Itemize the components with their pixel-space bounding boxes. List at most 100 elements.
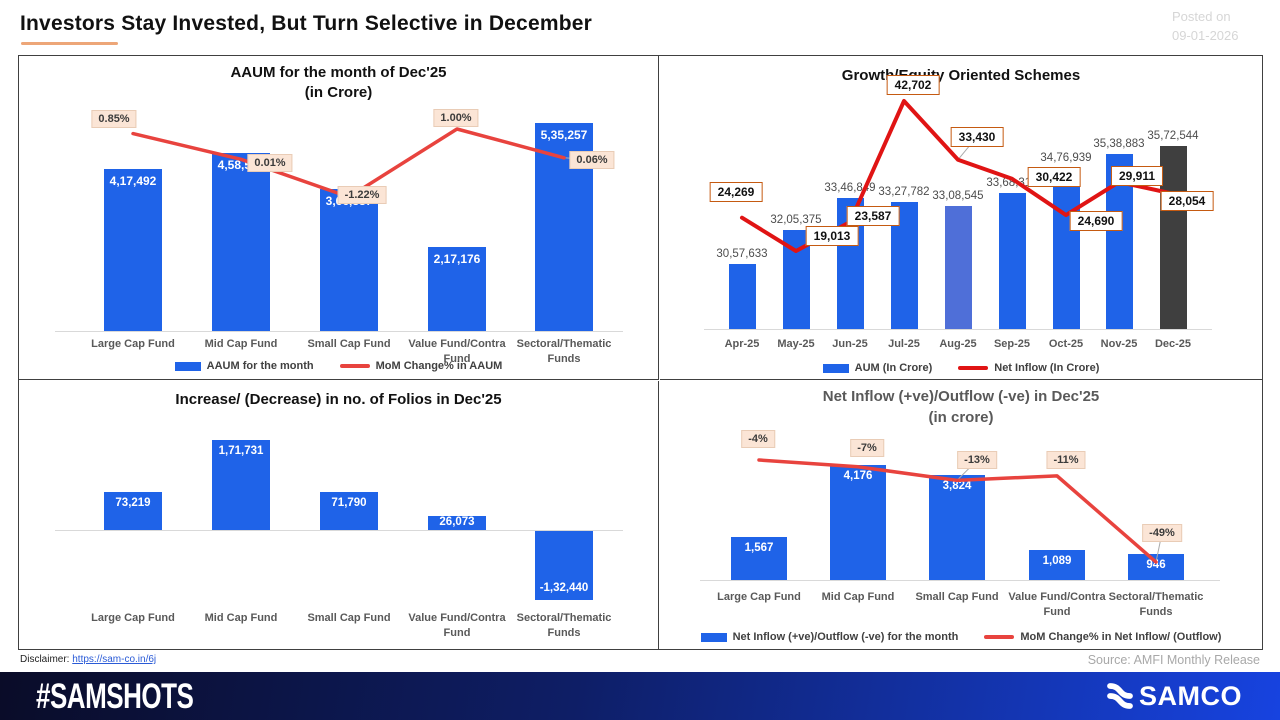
- bar-legend-swatch: [700, 632, 727, 642]
- line-value-label: -13%: [957, 451, 997, 470]
- bar-value-label: 26,073: [439, 516, 475, 529]
- bar-value-label: 35,38,883: [1093, 137, 1145, 150]
- bar-value-label: 1,089: [1042, 555, 1072, 567]
- bar-value-label: 4,176: [843, 470, 873, 482]
- line-value-label: -49%: [1142, 524, 1182, 542]
- panel-folios-chart: Increase/ (Decrease) in no. of Folios in…: [19, 381, 659, 649]
- axis-label: May-25: [777, 338, 815, 350]
- equity-plot-area: 30,57,633 32,05,375 33,46,849 33,27,782 33,0…: [660, 56, 1262, 379]
- axis-label: Large Cap Fund: [91, 612, 175, 624]
- line-value-label: -4%: [741, 430, 775, 448]
- bar-value-fund-contra-fund: [428, 246, 486, 331]
- bar-value-label: 946: [1146, 558, 1166, 571]
- axis-baseline: [704, 329, 1212, 330]
- line-legend-swatch: [339, 364, 370, 368]
- line-value-label: 28,054: [1160, 190, 1214, 211]
- bar-dec-25: [1159, 145, 1187, 329]
- trend-line: [131, 127, 593, 199]
- line-value-label: 24,690: [1069, 211, 1123, 232]
- axis-baseline: [700, 580, 1220, 581]
- disclaimer-link[interactable]: https://sam-co.in/6j: [72, 654, 157, 665]
- bar-value-label: 32,05,375: [770, 214, 822, 227]
- axis-label: Jun-25: [832, 338, 868, 350]
- source-note: Source: AMFI Monthly Release: [1087, 653, 1260, 667]
- axis-label: Mid Cap Fund: [821, 591, 895, 603]
- line-value-label: 0.01%: [247, 154, 293, 173]
- netflow-plot-area: 1,567 4,176 3,824 1,089 946 Large Cap Fund Mid…: [660, 381, 1262, 649]
- panel-aaum-chart: AAUM for the month of Dec'25 (in Crore) …: [19, 56, 659, 380]
- chart-legend: AUM (In Crore) Net Inflow (In Crore): [660, 362, 1262, 374]
- disclaimer: Disclaimer: https://sam-co.in/6j: [20, 654, 157, 665]
- bar-oct-25: [1052, 167, 1080, 329]
- axis-label: Oct-25: [1048, 338, 1084, 350]
- axis-label: Sep-25: [993, 338, 1031, 350]
- bar-value-label: 73,219: [115, 496, 151, 509]
- chart-legend: AAUM for the month MoM Change% in AAUM: [19, 360, 658, 372]
- line-legend-swatch: [984, 635, 1015, 639]
- axis-label: Jul-25: [888, 338, 920, 350]
- footer-bar: #SAMSHOTS SAMCO: [0, 672, 1280, 720]
- line-value-label: 23,587: [846, 206, 900, 227]
- brand-logo: SAMCO: [1105, 681, 1242, 712]
- title-underline: [21, 42, 118, 45]
- axis-label: Sectoral/Thematic Funds: [1108, 591, 1204, 618]
- aaum-plot-area: 4,17,4924,58,5163,66,3872,17,1765,35,257…: [19, 56, 658, 379]
- axis-label: Small Cap Fund: [307, 338, 391, 350]
- bar-value-fund-contra-fund: [428, 516, 486, 530]
- axis-label: Aug-25: [939, 338, 977, 350]
- chart-title: Increase/ (Decrease) in no. of Folios in…: [175, 391, 502, 408]
- axis-label: Mid Cap Fund: [204, 612, 278, 624]
- axis-label: Sectoral/Thematic Funds: [516, 612, 612, 639]
- axis-label: Sectoral/Thematic Funds: [516, 338, 612, 365]
- bar-value-label: 5,35,257: [540, 128, 588, 142]
- bar-legend-swatch: [822, 363, 849, 373]
- line-value-label: 29,911: [1110, 165, 1164, 186]
- axis-label: Small Cap Fund: [307, 612, 391, 624]
- trend-line: [757, 458, 1163, 564]
- page-title: Investors Stay Invested, But Turn Select…: [20, 12, 592, 35]
- chart-legend: Net Inflow (+ve)/Outflow (-ve) for the m…: [660, 631, 1262, 643]
- bar-value-label: 34,76,939: [1040, 151, 1092, 164]
- bar-aug-25: [944, 206, 972, 329]
- chart-subtitle: (in Crore): [304, 84, 373, 101]
- folios-plot-area: 73,219 1,71,731 71,790 26,073 -1,32,440 Large…: [19, 381, 658, 649]
- panel-equity-schemes-chart: Growth/Equity Oriented Schemes 30,57,633…: [660, 56, 1262, 380]
- bar-value-label: 33,27,782: [878, 186, 930, 199]
- line-value-label: 19,013: [805, 226, 859, 246]
- samco-logo-icon: [1107, 683, 1133, 709]
- axis-label: Nov-25: [1100, 338, 1138, 350]
- line-value-label: 42,702: [886, 75, 940, 95]
- trend-line: [740, 99, 1175, 253]
- axis-label: Apr-25: [724, 338, 760, 350]
- axis-label: Large Cap Fund: [91, 338, 175, 350]
- samshots-hashtag: #SAMSHOTS: [36, 675, 194, 716]
- bar-value-label: 71,790: [331, 497, 367, 510]
- axis-label: Dec-25: [1154, 338, 1192, 350]
- bar-sectoral-thematic-funds: [535, 531, 593, 601]
- line-value-label: -1.22%: [337, 185, 387, 204]
- panel-netflow-chart: Net Inflow (+ve)/Outflow (-ve) in Dec'25…: [660, 381, 1262, 649]
- line-value-label: -11%: [1046, 450, 1086, 469]
- bar-mid-cap-fund: [830, 465, 886, 580]
- bar-value-label: -1,32,440: [539, 582, 589, 595]
- posted-on: Posted on 09-01-2026: [1172, 9, 1239, 43]
- chart-title: Net Inflow (+ve)/Outflow (-ve) in Dec'25: [822, 388, 1100, 405]
- line-legend-swatch: [958, 366, 989, 370]
- line-value-label: 0.85%: [91, 109, 137, 128]
- axis-label: Large Cap Fund: [717, 591, 801, 603]
- bar-mid-cap-fund: [212, 152, 270, 331]
- bar-value-label: 3,824: [942, 479, 972, 492]
- bar-legend-swatch: [174, 361, 201, 371]
- chart-subtitle: (in crore): [928, 409, 994, 426]
- axis-label: Value Fund/Contra Fund: [408, 612, 506, 639]
- axis-baseline: [55, 530, 623, 531]
- bar-mid-cap-fund: [212, 440, 270, 530]
- bar-apr-25: [728, 264, 756, 329]
- bar-sectoral-thematic-funds: [1128, 553, 1184, 580]
- bar-small-cap-fund: [320, 188, 378, 331]
- line-value-label: -7%: [850, 438, 884, 457]
- axis-baseline: [55, 331, 623, 332]
- bar-large-cap-fund: [104, 491, 162, 530]
- bar-small-cap-fund: [320, 492, 378, 530]
